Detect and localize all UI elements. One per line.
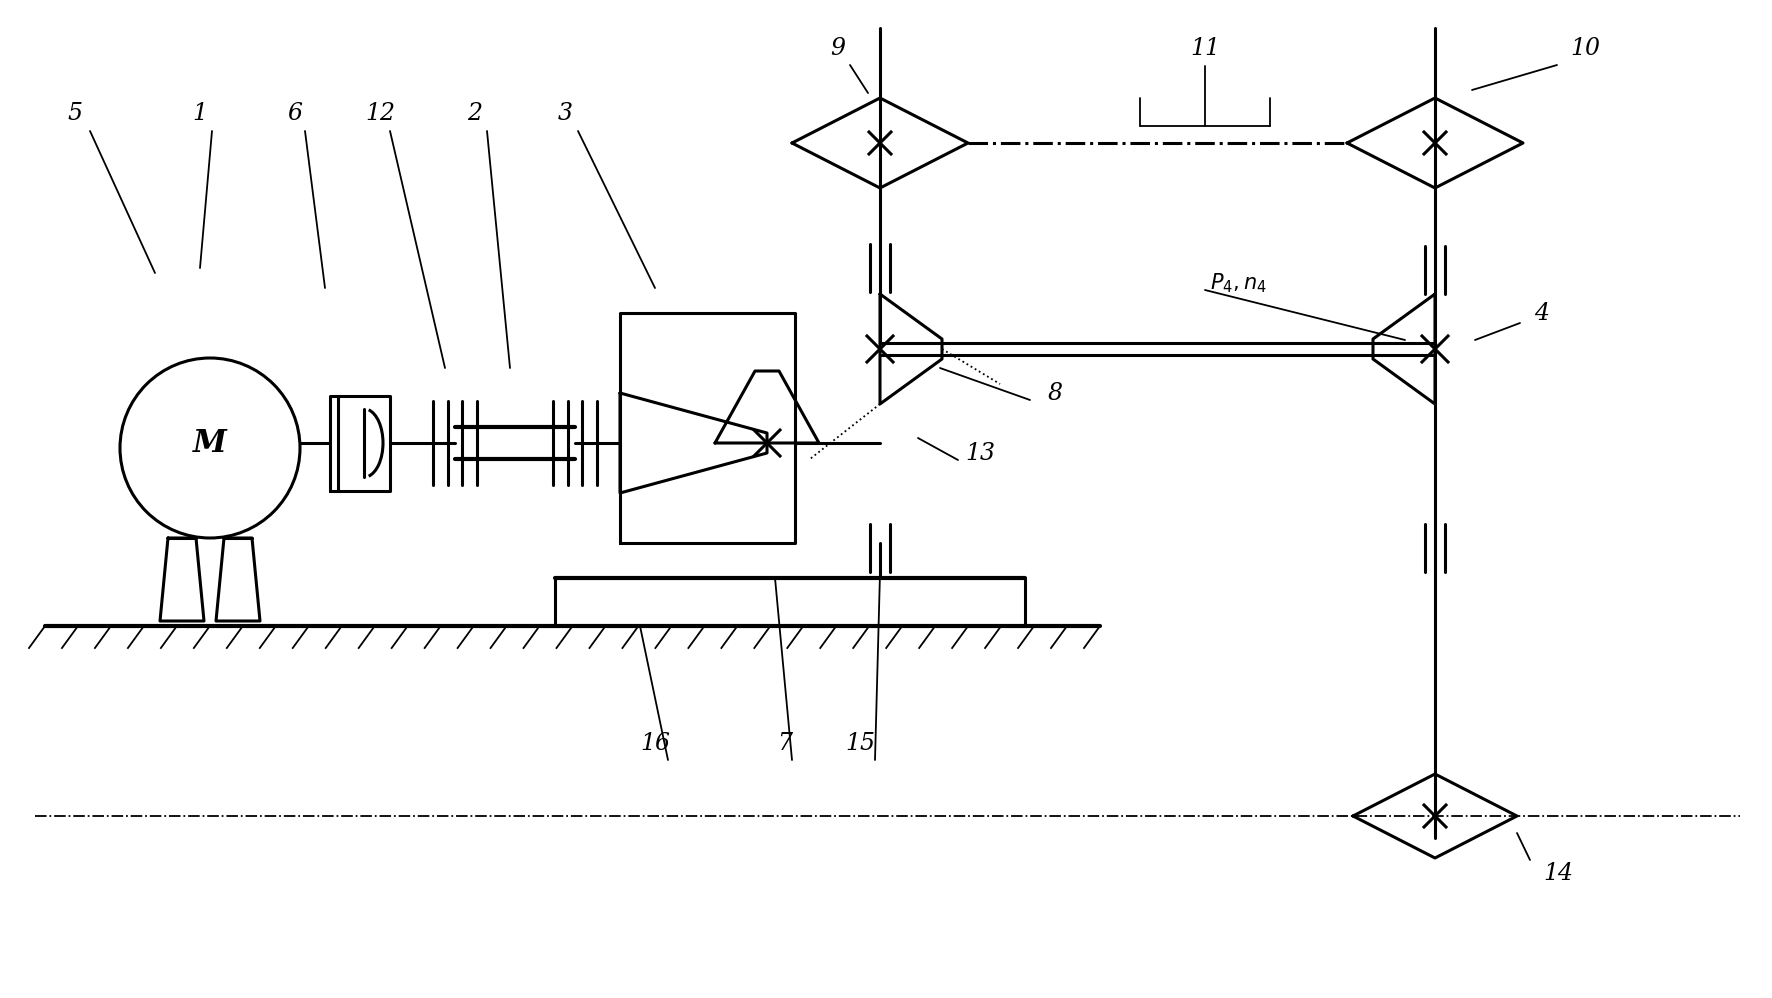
Text: 4: 4 (1535, 301, 1549, 324)
Text: 11: 11 (1191, 37, 1219, 60)
Text: M: M (193, 427, 227, 458)
Text: 5: 5 (67, 102, 83, 125)
Text: 3: 3 (558, 102, 572, 125)
Text: 8: 8 (1047, 381, 1063, 404)
Text: 13: 13 (966, 441, 996, 464)
Text: 9: 9 (831, 37, 845, 60)
Text: 16: 16 (640, 732, 670, 754)
Text: 14: 14 (1543, 861, 1574, 884)
Text: 1: 1 (193, 102, 207, 125)
Text: 6: 6 (287, 102, 303, 125)
Text: $P_4, n_4$: $P_4, n_4$ (1210, 271, 1267, 294)
Text: 7: 7 (778, 732, 792, 754)
Text: 15: 15 (845, 732, 875, 754)
Text: 2: 2 (468, 102, 482, 125)
Text: 12: 12 (365, 102, 395, 125)
Text: 10: 10 (1570, 37, 1600, 60)
